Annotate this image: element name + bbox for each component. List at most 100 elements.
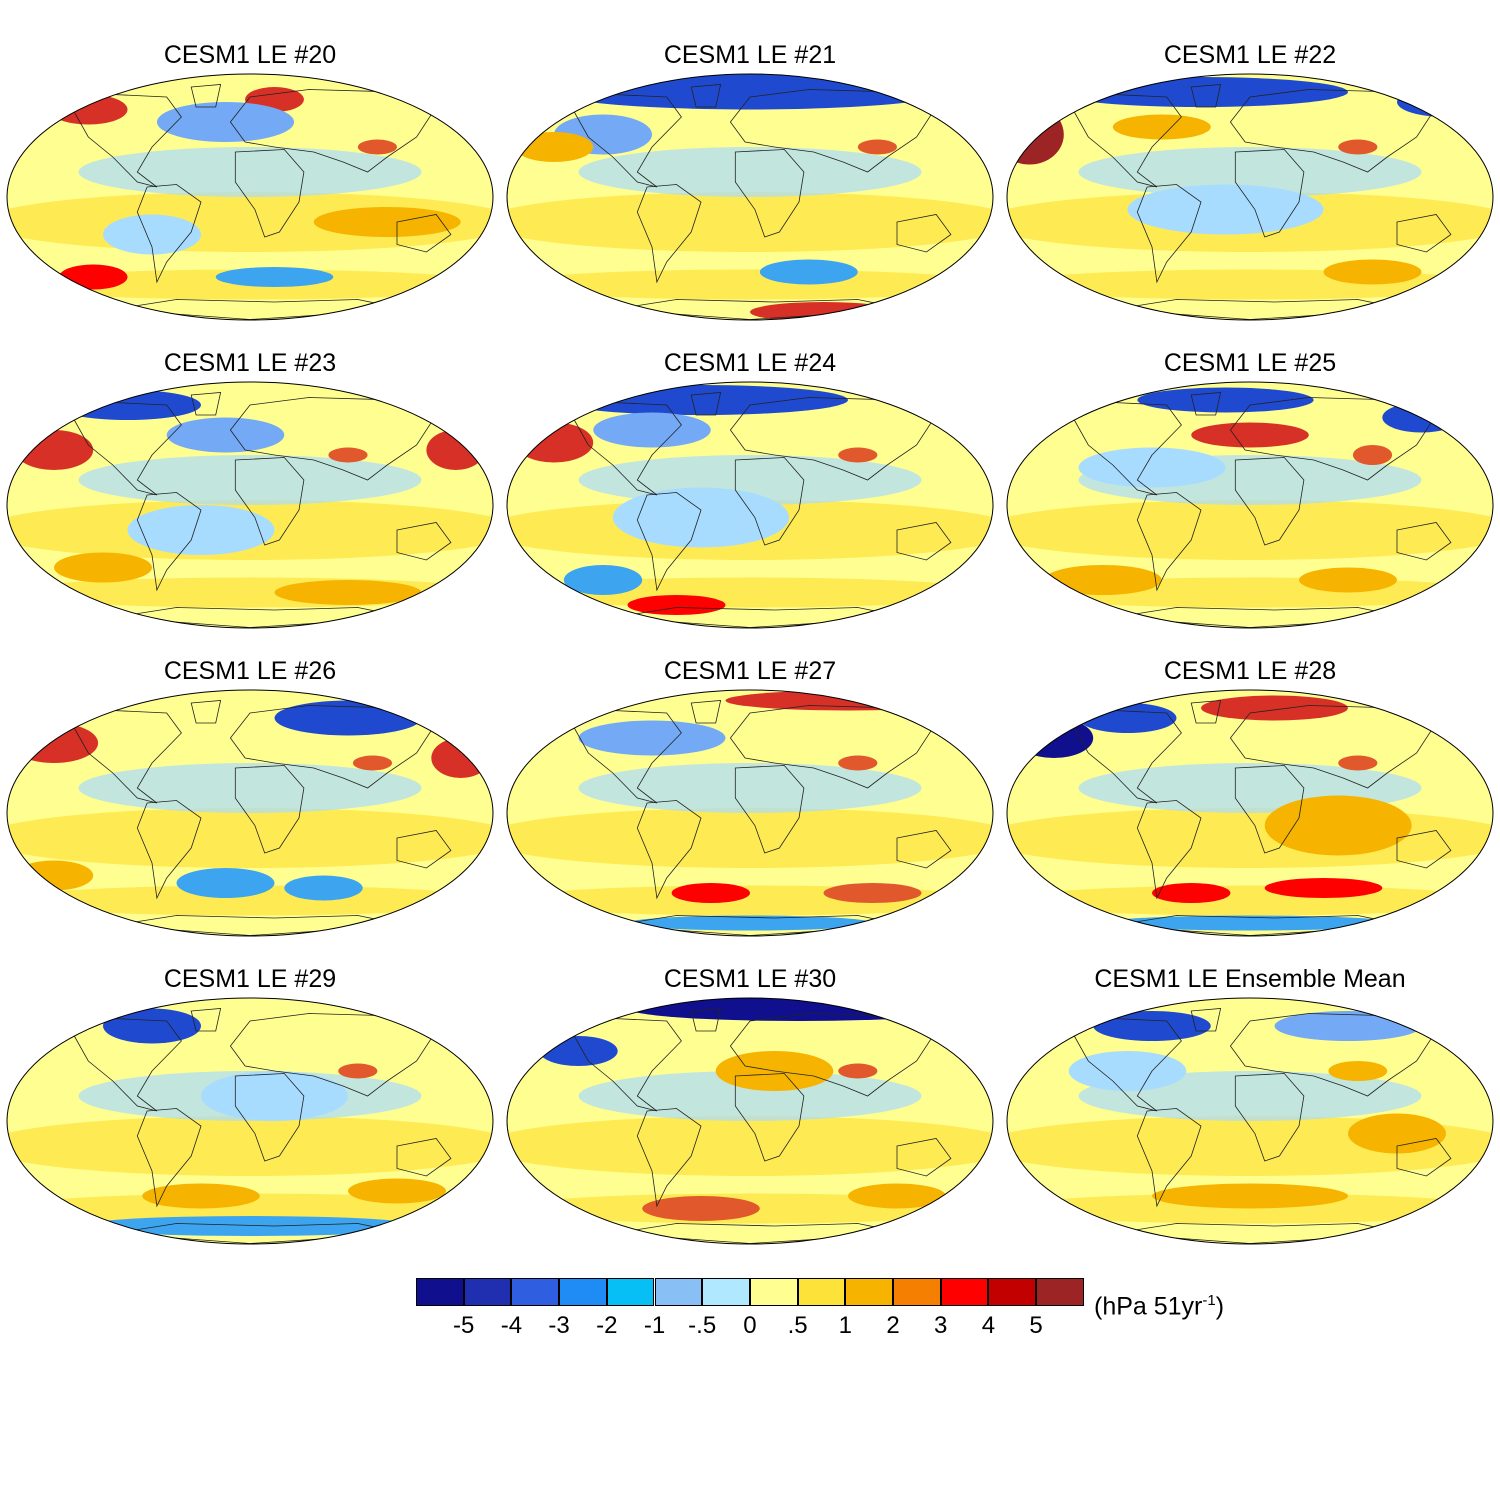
anomaly-region [1338,755,1378,771]
coastline [1136,184,1202,284]
coastline [1190,392,1222,416]
anomaly-region [1127,184,1324,235]
anomaly-region [1093,1011,1211,1041]
colorbar-tick-label: 0 [743,1312,757,1339]
anomaly-region [103,214,201,255]
coastline [896,1138,952,1177]
coastline [690,392,722,416]
coastline [1234,1073,1305,1162]
colorbar-swatch [511,1278,560,1306]
anomaly-region [166,417,285,453]
coastline [729,705,937,789]
colorbar-tick-label: 5 [1029,1312,1043,1339]
anomaly-region [539,1036,618,1066]
field-band [1007,808,1493,868]
coastline [734,1073,805,1162]
coastline [568,710,682,804]
anomaly-region [1352,445,1393,465]
coastline [68,94,182,188]
map-border [6,689,494,937]
anomaly-region [176,868,275,898]
panel-title: CESM1 LE #27 [663,657,837,685]
coastline [568,94,682,188]
map-border [1006,997,1494,1245]
coastline [896,214,952,253]
field-band [507,192,993,252]
map-border [506,689,994,937]
anomaly-region [1348,1113,1446,1154]
coastline [229,1013,437,1097]
anomaly-region [642,1196,760,1221]
panel-title: CESM1 LE #24 [663,349,837,377]
anomaly-region [9,723,99,763]
coastline [1136,492,1202,592]
world-map [1006,381,1494,629]
map-border [506,997,994,1245]
anomaly-region [578,720,726,756]
map-panel: CESM1 LE #30 [505,964,995,1264]
colorbar-swatch [463,1278,512,1306]
anomaly-region [1299,567,1397,593]
anomaly-region [58,264,128,290]
anomaly-region [514,132,594,162]
field-band [578,147,922,197]
coastline [229,705,437,789]
panel-title: CESM1 LE #26 [163,657,337,685]
world-map [506,381,994,629]
anomaly-region [313,207,461,237]
colorbar-swatch [940,1278,989,1306]
field-band [1007,500,1493,560]
anomaly-region [627,998,971,1021]
anomaly-region [201,1071,348,1121]
coastline [1229,89,1437,173]
anomaly-region [431,738,491,778]
panel-title: CESM1 LE #29 [163,965,337,993]
coastline [896,830,952,869]
anomaly-region [848,1183,946,1209]
anomaly-region [1397,87,1493,117]
anomaly-region [750,302,897,320]
anomaly-region [1328,1061,1388,1081]
anomaly-region [54,390,201,420]
anomaly-region [671,883,750,903]
field-band [7,1116,493,1176]
colorbar-swatch [845,1278,893,1306]
coastline [734,765,805,854]
coastline [1190,84,1222,108]
anomaly-region [554,385,848,415]
coastline [1396,830,1452,869]
colorbar-swatch [559,1278,607,1306]
coastline [1234,765,1305,854]
anomaly-region [54,552,152,583]
colorbar-tick-label: -3 [548,1312,570,1339]
anomaly-region [14,430,94,470]
anomaly-region [838,447,878,463]
coastline [136,1108,202,1208]
panel-title: CESM1 LE #20 [163,41,337,69]
colorbar-swatch [654,1278,703,1306]
anomaly-region [426,430,486,470]
coastline [690,700,722,724]
anomaly-region [1152,883,1231,903]
coastline [136,184,202,284]
map-panel: CESM1 LE #26 [5,656,495,956]
map-panel: CESM1 LE #28 [1005,656,1495,956]
colorbar-tick-label: -4 [500,1312,523,1339]
colorbar-swatch [749,1278,798,1306]
field-band [507,269,993,300]
coastline [636,184,702,284]
coastline [1068,710,1182,804]
anomaly-region [627,595,726,615]
coastline [190,84,222,108]
coastline [568,1018,682,1112]
coastline [1190,700,1222,724]
colorbar-tick-label: 3 [934,1312,948,1339]
map-border [1006,381,1494,629]
colorbar-tick-label: -.5 [688,1312,717,1339]
anomaly-region [1264,795,1412,856]
panel-title: CESM1 LE #22 [1163,41,1337,69]
colorbar-swatch [988,1278,1037,1306]
panel-title: CESM1 LE Ensemble Mean [1094,965,1406,993]
anomaly-region [759,259,858,285]
field-band [578,763,922,813]
